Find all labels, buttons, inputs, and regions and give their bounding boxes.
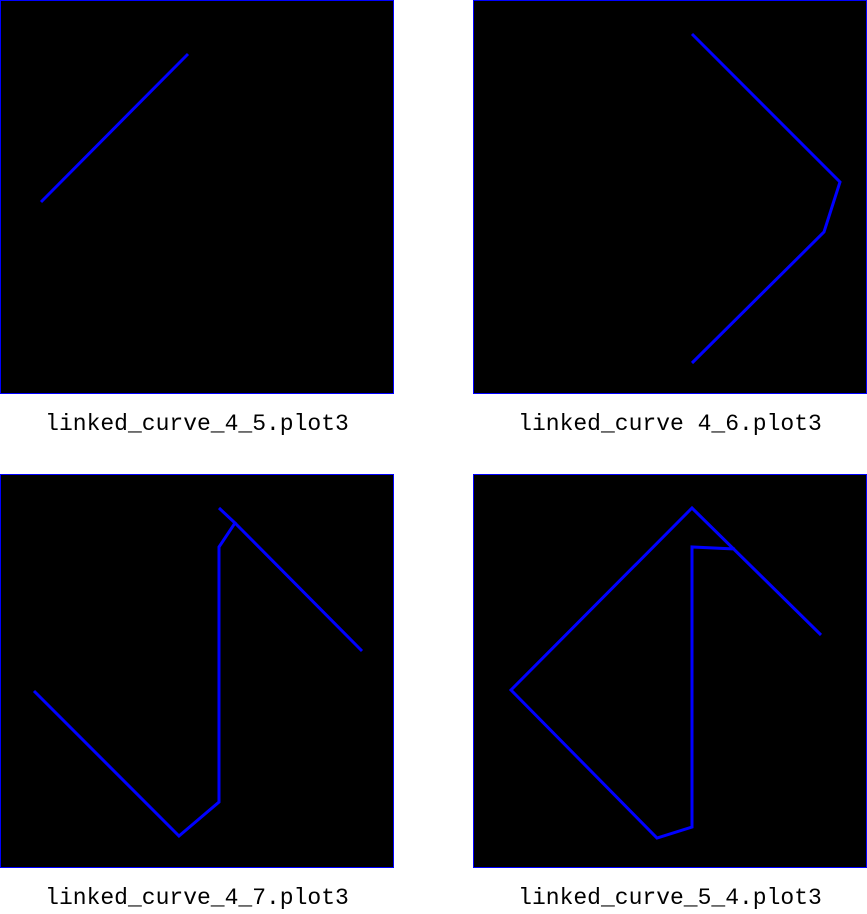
curve-line-4-1 xyxy=(508,505,823,840)
curve-plot-3 xyxy=(32,506,364,839)
curve-plot-2 xyxy=(690,32,842,365)
plot-panel-2 xyxy=(473,0,867,394)
curve-plot-1 xyxy=(39,52,190,204)
curve-plot-4 xyxy=(508,505,823,840)
plot-panel-3 xyxy=(0,474,394,868)
plot-caption-4: linked_curve_5_4.plot3 xyxy=(518,885,822,911)
curve-line-1-1 xyxy=(39,52,190,204)
curve-line-3-1 xyxy=(32,506,237,839)
plot-caption-3: linked_curve_4_7.plot3 xyxy=(45,885,349,911)
curve-line-3-2 xyxy=(233,521,364,653)
plot-caption-1: linked_curve_4_5.plot3 xyxy=(45,411,349,437)
curve-line-2-1 xyxy=(690,32,842,365)
plot-panel-4 xyxy=(473,474,867,868)
plot-caption-2: linked_curve 4_6.plot3 xyxy=(518,411,822,437)
plot-panel-1 xyxy=(0,0,394,394)
